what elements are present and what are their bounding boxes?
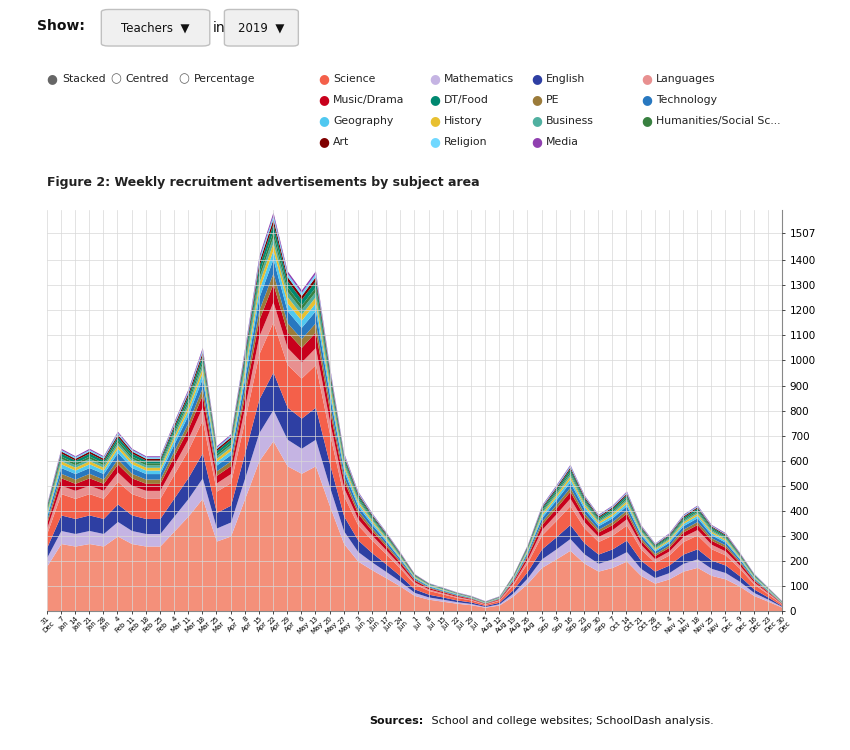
Text: ●: ●	[642, 114, 653, 128]
Text: Science: Science	[333, 74, 376, 84]
Text: Media: Media	[546, 136, 579, 147]
Text: ●: ●	[531, 72, 542, 86]
Text: ●: ●	[47, 72, 58, 86]
FancyBboxPatch shape	[101, 10, 210, 46]
Text: Technology: Technology	[656, 94, 717, 105]
Text: ●: ●	[642, 72, 653, 86]
Text: Geography: Geography	[333, 116, 394, 126]
Text: ●: ●	[531, 135, 542, 148]
Text: ●: ●	[319, 135, 330, 148]
Text: English: English	[546, 74, 585, 84]
Text: ●: ●	[319, 114, 330, 128]
Text: History: History	[444, 116, 483, 126]
Text: ●: ●	[531, 93, 542, 106]
Text: Teachers  ▼: Teachers ▼	[122, 21, 190, 34]
Text: Mathematics: Mathematics	[444, 74, 513, 84]
Text: Religion: Religion	[444, 136, 487, 147]
Text: Sources:: Sources:	[370, 716, 424, 727]
Text: in: in	[212, 21, 225, 34]
Text: ●: ●	[531, 114, 542, 128]
Text: ●: ●	[429, 72, 440, 86]
Text: Humanities/Social Sc...: Humanities/Social Sc...	[656, 116, 780, 126]
Text: Stacked: Stacked	[62, 74, 105, 84]
Text: Business: Business	[546, 116, 593, 126]
Text: ○: ○	[178, 72, 190, 86]
Text: Languages: Languages	[656, 74, 716, 84]
Text: School and college websites; SchoolDash analysis.: School and college websites; SchoolDash …	[428, 716, 713, 727]
Text: ●: ●	[642, 93, 653, 106]
Text: ●: ●	[429, 93, 440, 106]
Text: Percentage: Percentage	[194, 74, 255, 84]
Text: ●: ●	[429, 135, 440, 148]
Text: 2019  ▼: 2019 ▼	[238, 21, 285, 34]
Text: Centred: Centred	[126, 74, 169, 84]
Text: Art: Art	[333, 136, 349, 147]
Text: DT/Food: DT/Food	[444, 94, 489, 105]
Text: ●: ●	[319, 72, 330, 86]
FancyBboxPatch shape	[224, 10, 298, 46]
Text: PE: PE	[546, 94, 559, 105]
Text: Show:: Show:	[37, 20, 84, 33]
Text: Music/Drama: Music/Drama	[333, 94, 405, 105]
Text: ●: ●	[429, 114, 440, 128]
Text: Figure 2: Weekly recruitment advertisements by subject area: Figure 2: Weekly recruitment advertiseme…	[47, 176, 479, 189]
Text: ●: ●	[319, 93, 330, 106]
Text: ○: ○	[110, 72, 122, 86]
